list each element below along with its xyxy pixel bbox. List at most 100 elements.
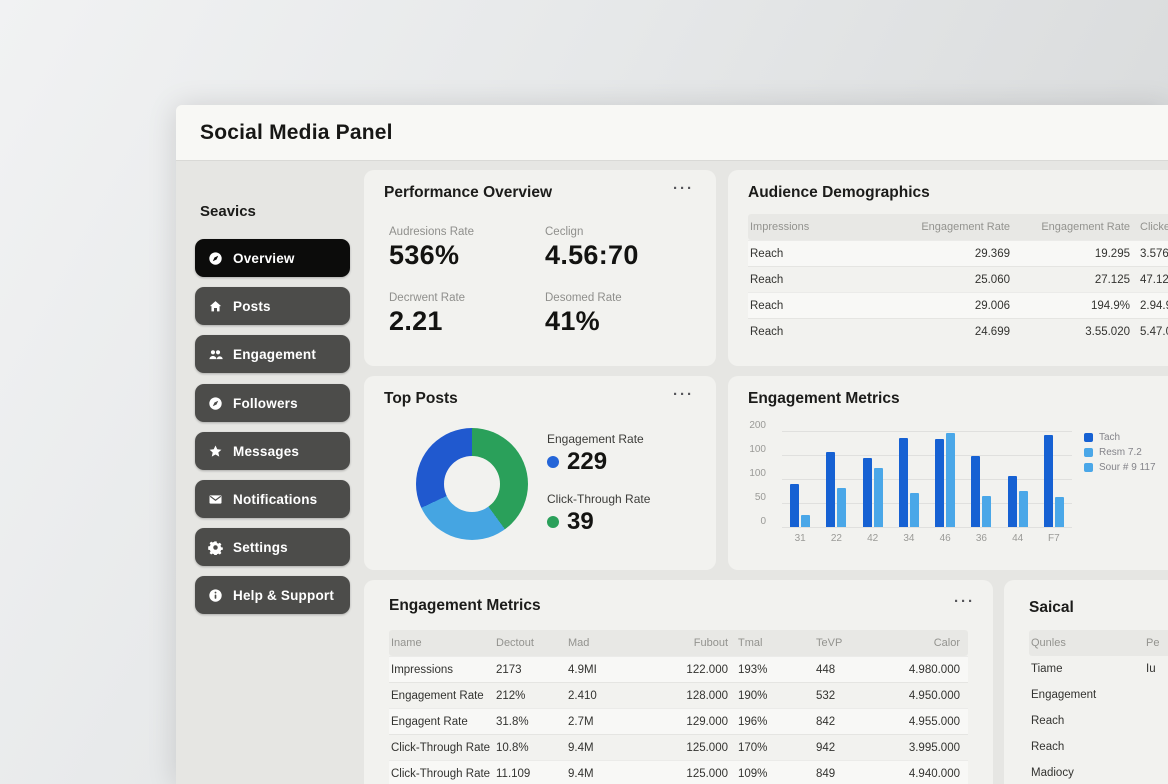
- table-cell: 9.4M: [568, 741, 594, 754]
- chart-bar: [971, 456, 981, 527]
- chart-bar: [982, 495, 992, 527]
- top-posts-card: Top Posts ··· Engagement Rate 229 Click-…: [364, 376, 716, 570]
- table-cell: 3.995.000: [908, 741, 960, 754]
- table-cell: 942: [816, 741, 836, 754]
- legend-swatch-icon: [1084, 463, 1093, 472]
- table-cell: 11.109: [496, 767, 531, 780]
- column-header: TeVP: [816, 637, 843, 649]
- table-row: Reach 29.006 194.9% 2.94.90: [748, 292, 1168, 318]
- saical-card: Saical Qunles Pe Tiame Iu Engagement Reach Rea…: [1004, 580, 1168, 784]
- table-cell: 10.8%: [496, 741, 529, 754]
- people-icon: [208, 347, 223, 362]
- sidebar-item-engagement[interactable]: Engagement: [195, 335, 350, 373]
- metric-value: 536%: [389, 240, 460, 270]
- metric-label: Audresions Rate: [389, 226, 475, 238]
- column-header: Mad: [568, 637, 590, 649]
- sidebar-item-followers[interactable]: Followers: [195, 384, 350, 422]
- table-cell: Engagement Rate: [391, 689, 484, 702]
- legend-value: 39: [567, 508, 594, 535]
- gridline: [782, 479, 1072, 480]
- table-row: Reach: [1029, 708, 1168, 734]
- table-cell: 532: [816, 689, 836, 702]
- table-cell: 4.950.000: [908, 689, 960, 702]
- chart-bar: [801, 515, 811, 527]
- table-row: Impressions 2173 4.9MI 122.000 193% 448 4.980.…: [389, 656, 968, 682]
- x-tick-label: 46: [939, 533, 951, 544]
- table-cell: 193%: [738, 663, 768, 676]
- table-row: Click-Through Rate 10.8% 9.4M 125.000 170% 94…: [389, 734, 968, 760]
- table-row: Reach 25.060 27.125 47.12%: [748, 266, 1168, 292]
- table-cell: 849: [816, 767, 836, 780]
- table-cell: Impressions: [391, 663, 453, 676]
- table-cell: 31.8%: [496, 715, 529, 728]
- card-title: Engagement Metrics: [748, 390, 900, 407]
- legend-label: Sour # 9 117: [1099, 462, 1156, 473]
- sidebar-item-label: Help & Support: [233, 587, 335, 603]
- table-cell: 4.980.000: [908, 663, 960, 676]
- sidebar-item-notifications[interactable]: Notifications: [195, 480, 350, 518]
- sidebar-item-label: Settings: [233, 539, 288, 555]
- more-menu-icon[interactable]: ···: [954, 593, 975, 610]
- panel-header: Social Media Panel: [176, 105, 1168, 161]
- more-menu-icon[interactable]: ···: [673, 386, 694, 403]
- sidebar-item-settings[interactable]: Settings: [195, 528, 350, 566]
- metric-label: Decrwent Rate: [389, 292, 466, 304]
- x-tick-label: F7: [1048, 533, 1060, 544]
- column-header: Calor: [933, 637, 960, 649]
- saical-table: Qunles Pe Tiame Iu Engagement Reach Reach Madio…: [1029, 630, 1168, 784]
- home-icon: [208, 299, 223, 314]
- sidebar-item-messages[interactable]: Messages: [195, 432, 350, 470]
- table-cell: Reach: [1031, 715, 1065, 727]
- table-cell: Iu: [1146, 663, 1156, 675]
- table-cell: 128.000: [686, 689, 728, 702]
- more-menu-icon[interactable]: ···: [673, 180, 694, 197]
- card-title: Saical: [1029, 599, 1074, 616]
- sidebar-item-posts[interactable]: Posts: [195, 287, 350, 325]
- table-cell: 129.000: [686, 715, 728, 728]
- envelope-icon: [208, 492, 223, 507]
- column-header: Dectout: [496, 637, 534, 649]
- blue-dot-icon: [547, 456, 559, 468]
- table-cell: 212%: [496, 689, 526, 702]
- chart-bar: [873, 468, 883, 527]
- table-cell: 170%: [738, 741, 768, 754]
- gridline: [782, 455, 1072, 456]
- legend-value: 229: [567, 448, 608, 475]
- metric: Audresions Rate 536%: [389, 226, 474, 271]
- table-cell: 122.000: [686, 663, 728, 676]
- table-cell: 109%: [738, 767, 768, 780]
- y-tick-label: 50: [754, 492, 766, 503]
- metric-value: 4.56:70: [545, 240, 639, 270]
- table-cell: Engagement: [1031, 689, 1097, 701]
- metric-label: Ceclign: [545, 226, 584, 238]
- y-tick-label: 100: [749, 468, 766, 479]
- sidebar-item-label: Engagement: [233, 346, 317, 362]
- sidebar-title: Seavics: [200, 203, 256, 220]
- column-header: Qunles: [1031, 637, 1066, 649]
- bar-chart-legend: Tach Resm 7.2 Sour # 9 117: [1084, 432, 1156, 477]
- bar-group: 44: [1000, 431, 1036, 544]
- column-header: Engagement Rate: [1041, 221, 1130, 233]
- x-tick-label: 44: [1012, 533, 1024, 544]
- compass-icon: [208, 251, 223, 266]
- table-cell: 196%: [738, 715, 768, 728]
- table-row: Engagement Rate 212% 2.410 128.000 190% 532 4.…: [389, 682, 968, 708]
- table-cell: 842: [816, 715, 836, 728]
- performance-overview-card: Performance Overview ··· Audresions Rate…: [364, 170, 716, 366]
- table-cell: Madiocy: [1031, 767, 1074, 779]
- gridline: [782, 503, 1072, 504]
- legend-swatch-icon: [1084, 448, 1093, 457]
- table-cell: 29.006: [974, 299, 1010, 312]
- sidebar-item-overview[interactable]: Overview: [195, 239, 350, 277]
- chart-bar: [1007, 476, 1017, 527]
- donut-legend: Engagement Rate 229 Click-Through Rate 3…: [547, 432, 650, 536]
- table-cell: Reach: [750, 325, 784, 338]
- legend-swatch-icon: [1084, 433, 1093, 442]
- sidebar-item-help-support[interactable]: Help & Support: [195, 576, 350, 614]
- column-header: Pe: [1146, 637, 1160, 649]
- bar-group: 36: [963, 431, 999, 544]
- table-cell: 190%: [738, 689, 768, 702]
- column-header: Iname: [391, 637, 422, 649]
- column-header: Tmal: [738, 637, 763, 649]
